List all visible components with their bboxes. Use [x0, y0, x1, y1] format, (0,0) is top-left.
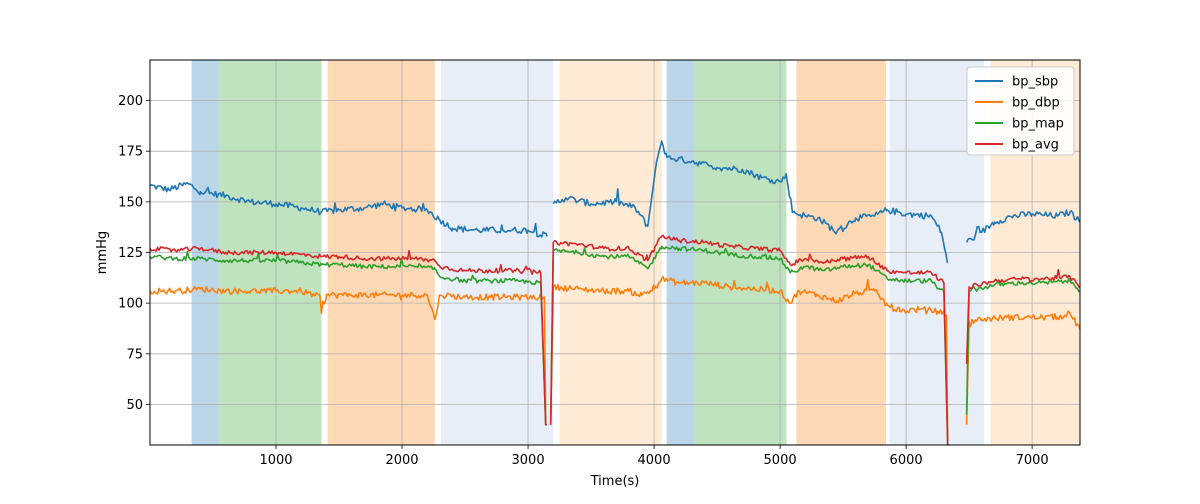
y-tick-label: 100 [118, 297, 143, 312]
series-lines [149, 140, 1081, 446]
x-tick-label: 3000 [512, 453, 545, 468]
y-tick-label: 200 [118, 94, 143, 109]
y-tick-label: 75 [126, 347, 143, 362]
y-tick-label: 175 [118, 145, 143, 160]
legend: bp_sbp bp_dbp bp_map bp_avg [966, 66, 1075, 156]
series-line-bp_sbp [149, 140, 1081, 264]
x-tick-label: 7000 [1016, 453, 1049, 468]
x-tick-label: 5000 [764, 453, 797, 468]
series-line-bp_map [149, 245, 1081, 446]
x-tick-label: 2000 [385, 453, 418, 468]
legend-label: bp_sbp [1012, 75, 1058, 90]
y-tick-label: 150 [118, 195, 143, 210]
y-axis: 50 75 100 125 150 175 200 [118, 94, 150, 413]
x-axis: 1000 2000 3000 4000 5000 6000 7000 [259, 445, 1049, 468]
y-tick-label: 125 [118, 246, 143, 261]
legend-label: bp_dbp [1012, 96, 1060, 111]
legend-label: bp_map [1012, 117, 1064, 132]
series-line-bp_dbp [149, 275, 1081, 446]
x-tick-label: 6000 [890, 453, 923, 468]
x-tick-label: 1000 [259, 453, 292, 468]
y-tick-label: 50 [126, 398, 143, 413]
series-line-bp_avg [149, 234, 1081, 446]
y-axis-title: mmHg [95, 231, 110, 274]
legend-box [966, 66, 1075, 156]
x-tick-label: 4000 [638, 453, 671, 468]
legend-label: bp_avg [1012, 138, 1059, 153]
x-axis-title: Time(s) [590, 474, 640, 489]
